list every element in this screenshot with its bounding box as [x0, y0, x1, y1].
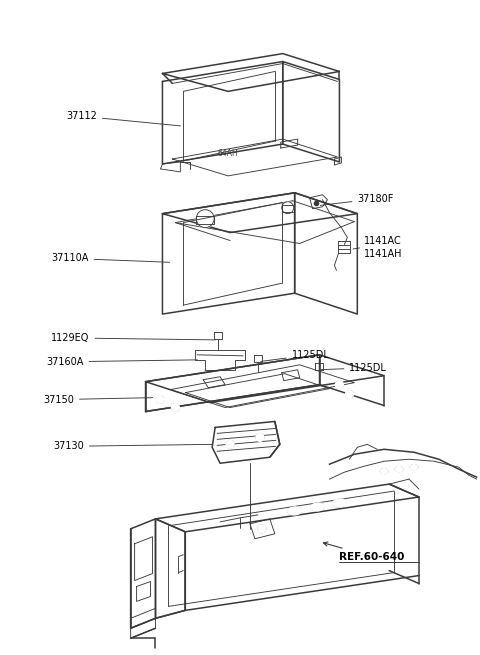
Circle shape [226, 440, 234, 448]
Circle shape [336, 381, 343, 388]
Text: 1141AH: 1141AH [364, 250, 403, 259]
Ellipse shape [380, 469, 388, 474]
Text: 64AH: 64AH [218, 149, 239, 157]
Ellipse shape [395, 467, 403, 472]
Text: 1125DL: 1125DL [261, 350, 330, 362]
Text: 1129EQ: 1129EQ [51, 333, 216, 343]
Circle shape [196, 210, 214, 227]
Text: 37180F: 37180F [320, 194, 394, 206]
Text: REF.60-640: REF.60-640 [324, 542, 405, 562]
Text: 37150: 37150 [43, 394, 153, 405]
Circle shape [258, 525, 266, 533]
Text: 1141AC: 1141AC [364, 236, 402, 246]
Ellipse shape [288, 507, 301, 515]
Ellipse shape [311, 503, 324, 511]
Ellipse shape [410, 464, 418, 470]
Text: 37130: 37130 [53, 441, 212, 451]
Circle shape [156, 396, 165, 403]
Text: 1125DL: 1125DL [321, 363, 387, 373]
Circle shape [171, 403, 180, 411]
Text: 37110A: 37110A [51, 253, 169, 263]
Circle shape [346, 390, 353, 399]
Text: 37112: 37112 [66, 111, 180, 126]
Text: 37160A: 37160A [46, 357, 197, 367]
Circle shape [256, 434, 264, 441]
Circle shape [282, 202, 294, 214]
Ellipse shape [333, 499, 347, 507]
